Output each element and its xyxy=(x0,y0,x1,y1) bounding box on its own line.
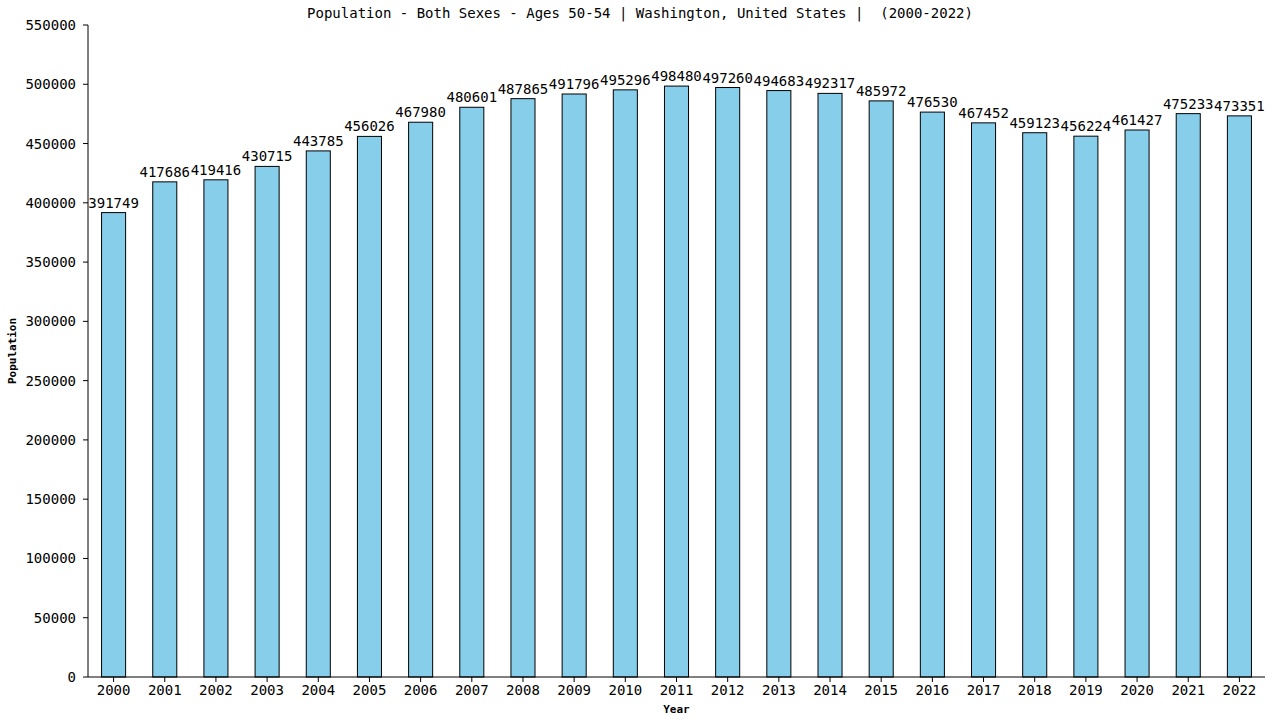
bar xyxy=(102,213,126,677)
x-tick-label: 2017 xyxy=(967,682,1001,698)
x-tick-label: 2007 xyxy=(455,682,489,698)
y-tick xyxy=(83,25,88,26)
y-tick-label: 300000 xyxy=(25,313,76,329)
y-tick xyxy=(83,262,88,263)
data-label: 491796 xyxy=(549,76,600,92)
y-tick xyxy=(83,321,88,322)
data-label: 492317 xyxy=(805,75,856,91)
y-tick-label: 550000 xyxy=(25,17,76,33)
bar xyxy=(664,86,688,677)
x-tick-label: 2014 xyxy=(813,682,847,698)
data-label: 459123 xyxy=(1009,115,1060,131)
x-tick-label: 2020 xyxy=(1120,682,1154,698)
data-label: 419416 xyxy=(191,162,242,178)
bar xyxy=(1023,133,1047,677)
x-tick-label: 2018 xyxy=(1018,682,1052,698)
bar xyxy=(511,99,535,677)
x-tick-label: 2006 xyxy=(404,682,438,698)
x-axis-label: Year xyxy=(663,703,690,716)
data-label: 475233 xyxy=(1163,96,1214,112)
bar xyxy=(920,112,944,677)
data-label: 417686 xyxy=(139,164,190,180)
x-tick-label: 2012 xyxy=(711,682,745,698)
y-tick-label: 0 xyxy=(68,669,76,685)
data-label: 443785 xyxy=(293,133,344,149)
data-label: 391749 xyxy=(88,195,139,211)
x-tick-label: 2016 xyxy=(916,682,950,698)
data-label: 430715 xyxy=(242,148,293,164)
data-label: 467452 xyxy=(958,105,1009,121)
x-tick-label: 2004 xyxy=(301,682,335,698)
y-tick-label: 200000 xyxy=(25,432,76,448)
y-tick xyxy=(83,617,88,618)
y-tick-label: 50000 xyxy=(34,610,76,626)
title: Population - Both Sexes - Ages 50-54 | W… xyxy=(307,5,973,22)
x-tick-label: 2003 xyxy=(250,682,284,698)
x-tick-label: 2008 xyxy=(506,682,540,698)
y-tick xyxy=(83,84,88,85)
x-tick-label: 2009 xyxy=(557,682,591,698)
bar xyxy=(1074,136,1098,677)
x-tick-label: 2013 xyxy=(762,682,796,698)
data-label: 456026 xyxy=(344,118,395,134)
y-tick-label: 100000 xyxy=(25,550,76,566)
bar xyxy=(204,180,228,677)
data-label: 480601 xyxy=(447,89,498,105)
bar xyxy=(1125,130,1149,677)
bar xyxy=(460,107,484,677)
y-tick-label: 500000 xyxy=(25,76,76,92)
bar xyxy=(716,88,740,677)
bar xyxy=(306,151,330,677)
y-tick-label: 150000 xyxy=(25,491,76,507)
data-label: 485972 xyxy=(856,83,907,99)
data-label: 494683 xyxy=(754,73,805,89)
y-tick-label: 400000 xyxy=(25,195,76,211)
bar xyxy=(409,122,433,677)
bar xyxy=(1176,114,1200,677)
y-tick xyxy=(83,677,88,678)
x-tick-label: 2001 xyxy=(148,682,182,698)
y-tick xyxy=(83,143,88,144)
bar xyxy=(1227,116,1251,677)
x-tick-label: 2015 xyxy=(864,682,898,698)
x-tick-label: 2005 xyxy=(353,682,387,698)
y-tick-label: 450000 xyxy=(25,136,76,152)
data-label: 461427 xyxy=(1112,112,1163,128)
bar xyxy=(613,90,637,677)
bar xyxy=(357,136,381,677)
x-tick-label: 2021 xyxy=(1171,682,1205,698)
x-tick-label: 2011 xyxy=(660,682,694,698)
data-label: 497260 xyxy=(702,70,753,86)
y-axis xyxy=(88,25,89,677)
y-tick-label: 350000 xyxy=(25,254,76,270)
data-label: 487865 xyxy=(498,81,549,97)
data-label: 456224 xyxy=(1061,118,1112,134)
x-tick-label: 2010 xyxy=(608,682,642,698)
y-tick xyxy=(83,499,88,500)
bar xyxy=(972,123,996,677)
data-label: 495296 xyxy=(600,72,651,88)
bar xyxy=(818,93,842,677)
bar xyxy=(153,182,177,677)
data-label: 473351 xyxy=(1214,98,1265,114)
bar xyxy=(869,101,893,677)
x-tick-label: 2000 xyxy=(97,682,131,698)
data-label: 476530 xyxy=(907,94,958,110)
data-label: 498480 xyxy=(651,68,702,84)
y-tick xyxy=(83,380,88,381)
x-tick-label: 2002 xyxy=(199,682,233,698)
x-tick-label: 2022 xyxy=(1223,682,1257,698)
y-tick xyxy=(83,202,88,203)
chart: Population - Both Sexes - Ages 50-54 | W… xyxy=(0,0,1280,720)
y-tick-label: 250000 xyxy=(25,373,76,389)
x-tick-label: 2019 xyxy=(1069,682,1103,698)
bar xyxy=(767,91,791,677)
y-axis-label: Population xyxy=(6,318,19,384)
bar xyxy=(255,166,279,677)
data-label: 467980 xyxy=(395,104,446,120)
y-tick xyxy=(83,558,88,559)
y-tick xyxy=(83,439,88,440)
bar xyxy=(562,94,586,677)
